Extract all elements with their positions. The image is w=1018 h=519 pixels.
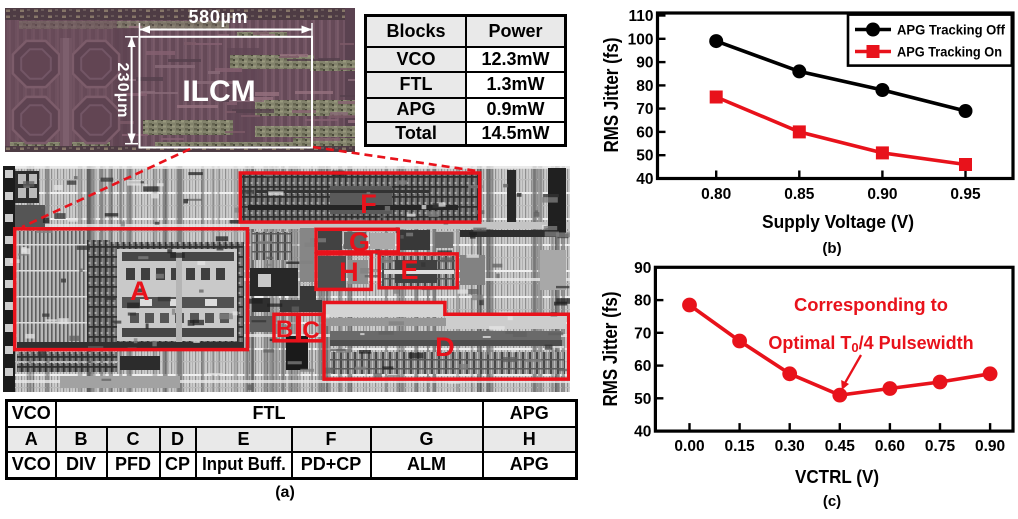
svg-text:C: C xyxy=(302,317,319,344)
svg-text:ILCM: ILCM xyxy=(182,75,255,108)
svg-text:RMS Jitter (fs): RMS Jitter (fs) xyxy=(600,292,622,407)
svg-text:B: B xyxy=(276,316,293,343)
svg-text:0.30: 0.30 xyxy=(775,438,805,455)
svg-text:A: A xyxy=(130,276,150,306)
svg-text:0.90: 0.90 xyxy=(975,438,1005,455)
svg-text:APG Tracking On: APG Tracking On xyxy=(897,45,1002,60)
svg-text:0.85: 0.85 xyxy=(784,186,815,203)
svg-text:F: F xyxy=(360,189,377,219)
svg-text:0.95: 0.95 xyxy=(950,186,981,203)
svg-text:H: H xyxy=(339,257,359,287)
svg-text:70: 70 xyxy=(634,325,651,342)
svg-text:580µm: 580µm xyxy=(189,8,248,27)
svg-text:40: 40 xyxy=(634,424,651,441)
svg-text:0.75: 0.75 xyxy=(925,438,956,455)
svg-text:0.60: 0.60 xyxy=(875,438,905,455)
svg-text:70: 70 xyxy=(636,101,653,118)
svg-text:80: 80 xyxy=(636,78,653,95)
svg-text:110: 110 xyxy=(628,8,653,25)
svg-text:Corresponding to: Corresponding to xyxy=(794,295,948,315)
svg-text:100: 100 xyxy=(628,31,654,48)
svg-text:0.15: 0.15 xyxy=(725,438,756,455)
svg-text:0.00: 0.00 xyxy=(674,438,704,455)
svg-text:E: E xyxy=(400,255,418,285)
svg-text:(c): (c) xyxy=(823,493,841,510)
svg-text:G: G xyxy=(349,227,370,257)
svg-text:230µm: 230µm xyxy=(114,63,131,118)
svg-text:0.45: 0.45 xyxy=(825,438,856,455)
svg-text:90: 90 xyxy=(636,55,653,72)
svg-text:0.90: 0.90 xyxy=(867,186,897,203)
svg-text:80: 80 xyxy=(634,293,651,310)
svg-text:60: 60 xyxy=(634,358,651,375)
svg-text:50: 50 xyxy=(636,148,653,165)
svg-text:D: D xyxy=(435,332,455,362)
svg-text:60: 60 xyxy=(636,124,653,141)
svg-text:APG Tracking Off: APG Tracking Off xyxy=(897,23,1005,38)
svg-text:50: 50 xyxy=(634,391,651,408)
svg-text:90: 90 xyxy=(634,260,651,277)
svg-text:Optimal T0/4 Pulsewidth: Optimal T0/4 Pulsewidth xyxy=(768,333,973,355)
svg-text:40: 40 xyxy=(636,171,653,188)
svg-text:0.80: 0.80 xyxy=(701,186,731,203)
svg-text:RMS Jitter (fs): RMS Jitter (fs) xyxy=(601,38,623,153)
svg-text:Supply Voltage (V): Supply Voltage (V) xyxy=(762,211,914,232)
svg-text:VCTRL (V): VCTRL (V) xyxy=(795,467,879,487)
svg-text:(b): (b) xyxy=(822,240,841,257)
